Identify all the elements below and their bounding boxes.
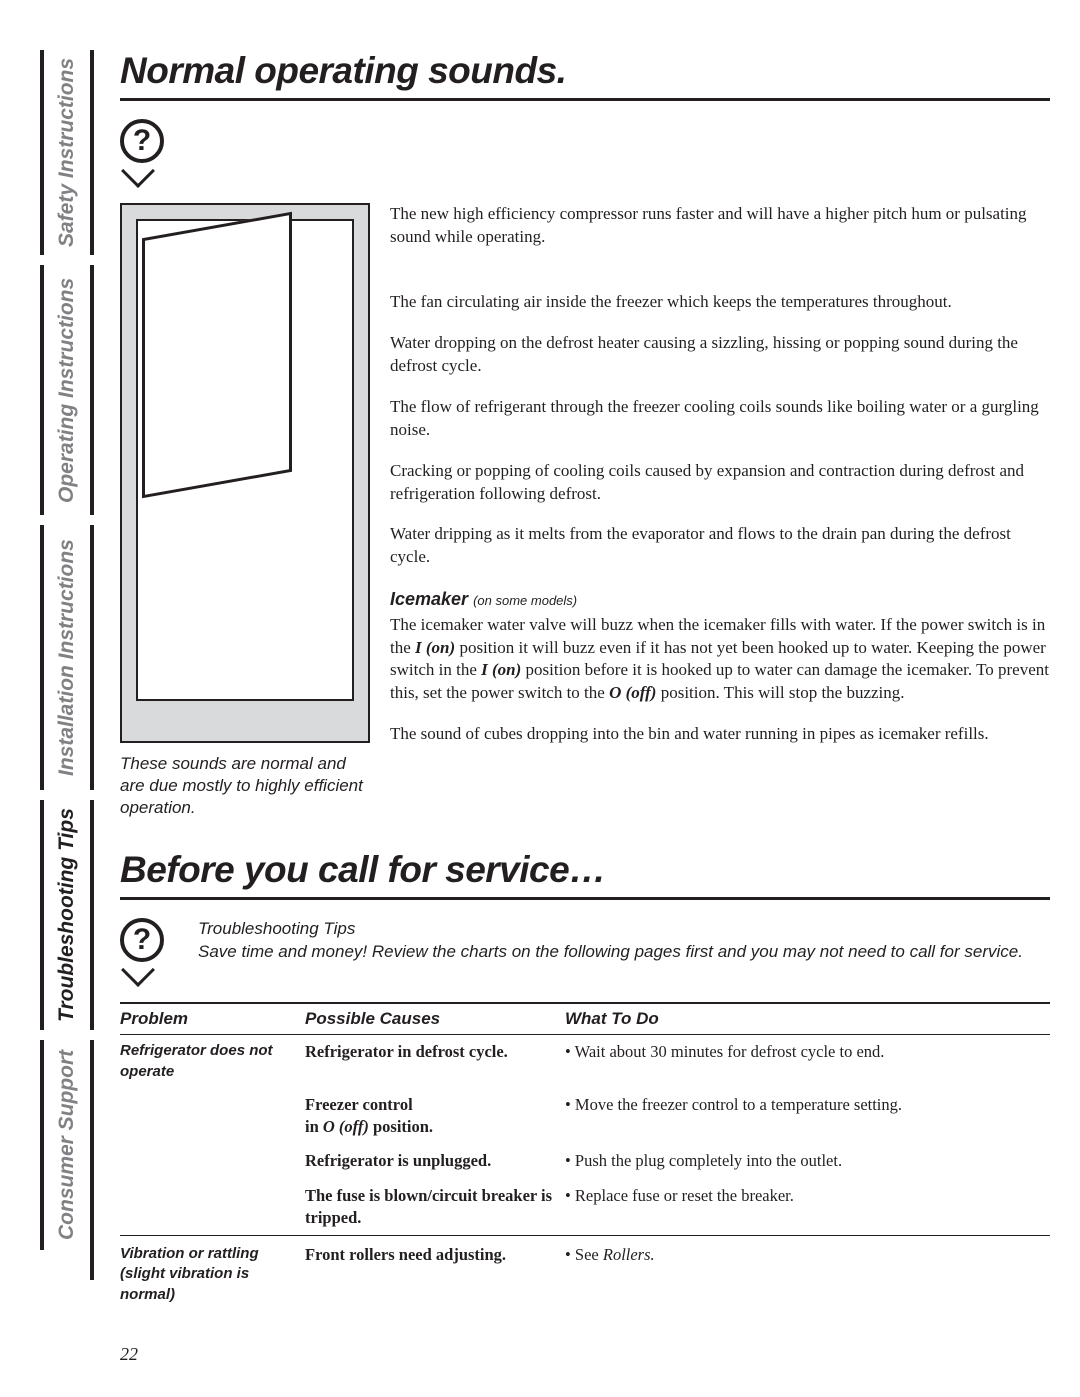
cause-cell: Freezer control in O (off) position. xyxy=(305,1088,565,1145)
col-problem: Problem xyxy=(120,1003,305,1035)
todo-cell: Replace fuse or reset the breaker. xyxy=(565,1179,1050,1236)
problem-cell xyxy=(120,1144,305,1178)
sidebar-tab: Operating Instructions xyxy=(40,265,90,515)
todo-cell: Move the freezer control to a temperatur… xyxy=(565,1088,1050,1145)
sidebar-tabs: Safety Instructions Operating Instruction… xyxy=(40,50,90,1280)
page-number: 22 xyxy=(120,1344,138,1365)
sidebar-tab: Troubleshooting Tips xyxy=(40,800,90,1030)
fridge-diagram xyxy=(120,203,370,743)
todo-cell: See Rollers. xyxy=(565,1236,1050,1311)
sidebar-tab: Safety Instructions xyxy=(40,50,90,255)
icemaker-subhead: Icemaker (on some models) xyxy=(390,587,1050,611)
icemaker-para: The sound of cubes dropping into the bin… xyxy=(390,723,1050,746)
sound-para: Water dripping as it melts from the evap… xyxy=(390,523,1050,569)
question-icon: ? xyxy=(120,119,180,189)
todo-cell: Wait about 30 minutes for defrost cycle … xyxy=(565,1035,1050,1088)
col-todo: What To Do xyxy=(565,1003,1050,1035)
sound-para: The fan circulating air inside the freez… xyxy=(390,291,1050,314)
sound-para: The new high efficiency compressor runs … xyxy=(390,203,1050,249)
page-content: Normal operating sounds. ? These sounds … xyxy=(90,50,1050,1311)
cause-cell: Front rollers need adjusting. xyxy=(305,1236,565,1311)
problem-cell: Refrigerator does not operate xyxy=(120,1035,305,1088)
rule xyxy=(120,897,1050,900)
cause-cell: The fuse is blown/circuit breaker is tri… xyxy=(305,1179,565,1236)
sound-para: Cracking or popping of cooling coils cau… xyxy=(390,460,1050,506)
col-causes: Possible Causes xyxy=(305,1003,565,1035)
troubleshooting-table: Problem Possible Causes What To Do Refri… xyxy=(120,1002,1050,1311)
question-icon: ? xyxy=(120,918,180,988)
sidebar-tab: Installation Instructions xyxy=(40,525,90,790)
problem-cell xyxy=(120,1179,305,1236)
diagram-caption: These sounds are normal and are due most… xyxy=(120,753,370,819)
rule xyxy=(120,98,1050,101)
section1-title: Normal operating sounds. xyxy=(120,50,1050,92)
cause-cell: Refrigerator is unplugged. xyxy=(305,1144,565,1178)
tips-text: Troubleshooting Tips Save time and money… xyxy=(198,918,1023,964)
sound-para: Water dropping on the defrost heater cau… xyxy=(390,332,1050,378)
sounds-text: The new high efficiency compressor runs … xyxy=(390,203,1050,819)
section2-title: Before you call for service… xyxy=(120,849,1050,891)
icemaker-para: The icemaker water valve will buzz when … xyxy=(390,614,1050,706)
todo-cell: Push the plug completely into the outlet… xyxy=(565,1144,1050,1178)
problem-cell: Vibration or rattling (slight vibration … xyxy=(120,1236,305,1311)
fridge-illustration-column: These sounds are normal and are due most… xyxy=(120,203,370,819)
cause-cell: Refrigerator in defrost cycle. xyxy=(305,1035,565,1088)
sidebar-tab: Consumer Support xyxy=(40,1040,90,1250)
sound-para: The flow of refrigerant through the free… xyxy=(390,396,1050,442)
problem-cell xyxy=(120,1088,305,1145)
